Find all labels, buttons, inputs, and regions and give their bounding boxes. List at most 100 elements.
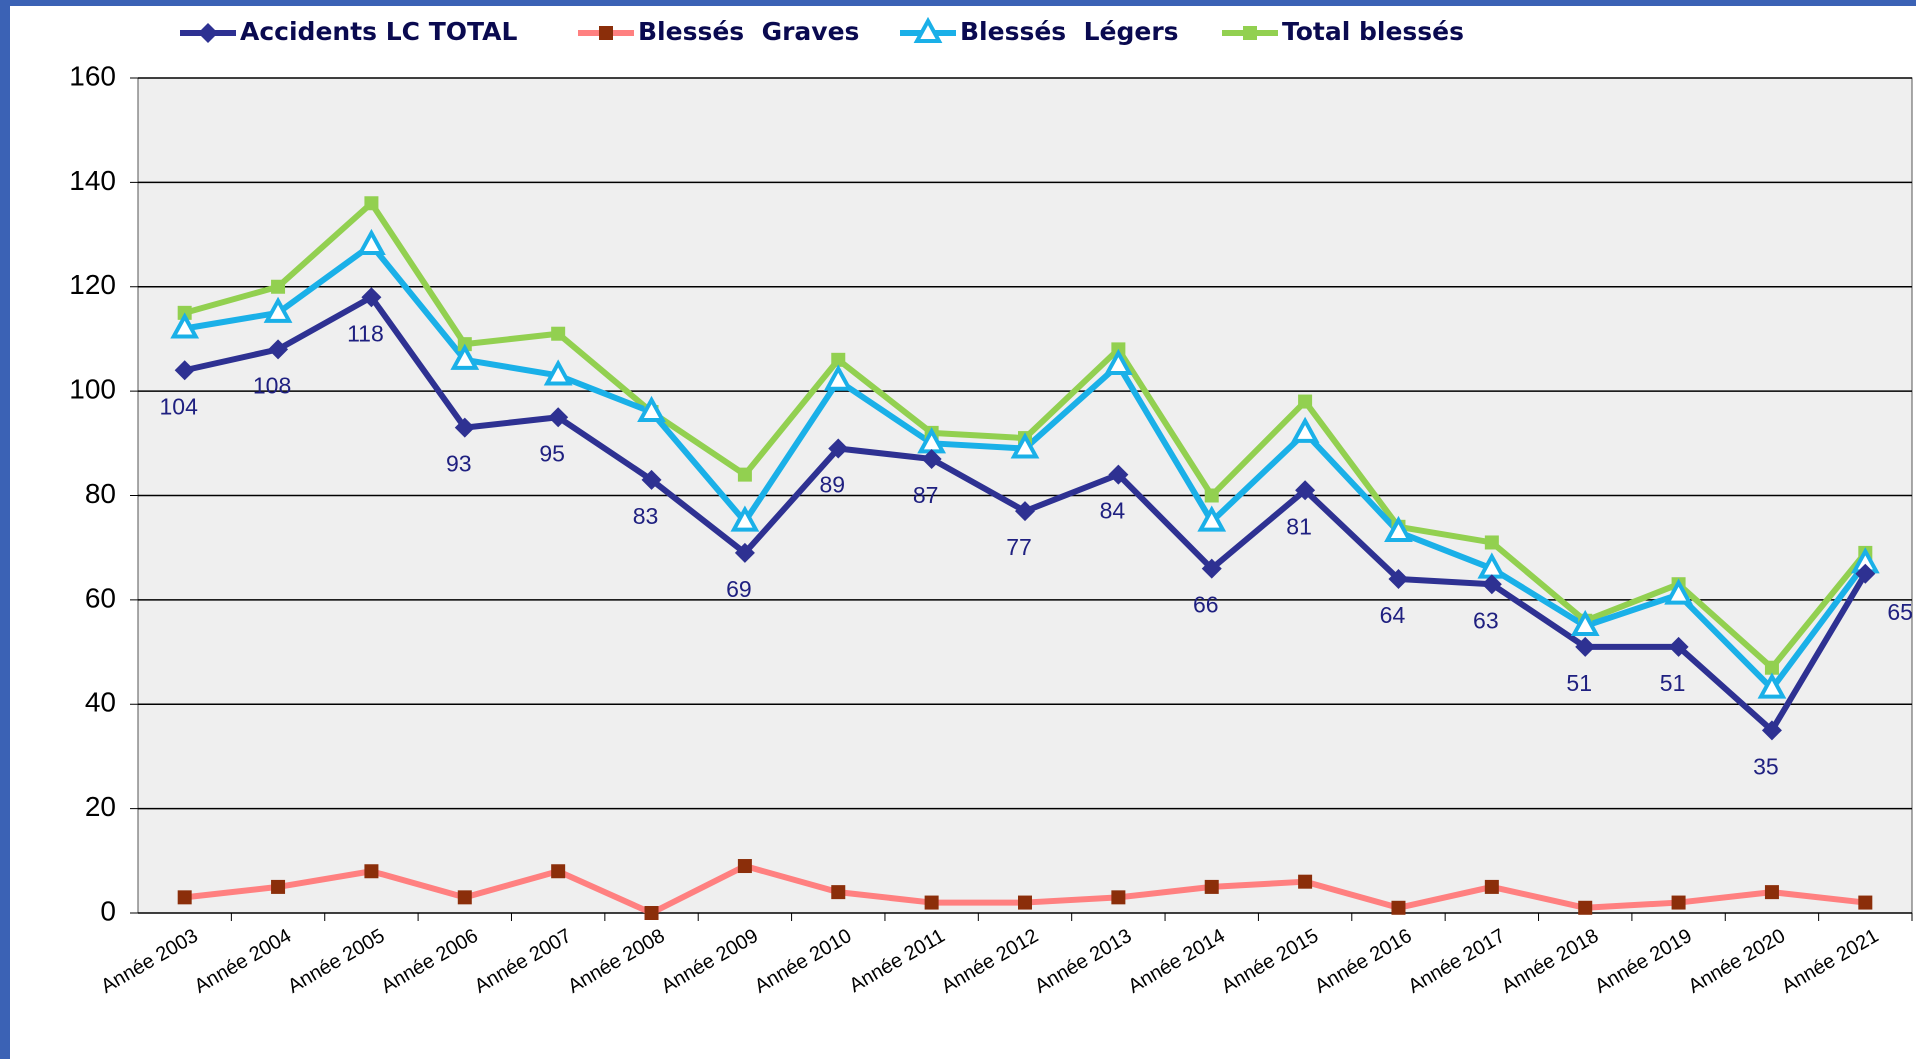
marker bbox=[361, 287, 382, 308]
data-label: 118 bbox=[347, 320, 384, 346]
y-tick-label: 160 bbox=[69, 60, 116, 91]
marker bbox=[1388, 569, 1409, 589]
data-label: 69 bbox=[726, 576, 752, 602]
marker bbox=[644, 906, 659, 920]
y-tick-label: 120 bbox=[69, 269, 116, 300]
x-tick-label: Année 2004 bbox=[191, 925, 295, 998]
marker bbox=[831, 885, 846, 900]
marker bbox=[1103, 348, 1133, 376]
data-label: 83 bbox=[633, 503, 659, 529]
marker bbox=[1761, 720, 1782, 741]
marker bbox=[1570, 609, 1600, 636]
x-tick-label: Année 2015 bbox=[1218, 925, 1322, 998]
data-label: 63 bbox=[1473, 607, 1499, 633]
marker bbox=[1243, 26, 1257, 40]
marker bbox=[1671, 895, 1686, 910]
x-tick-label: Année 2014 bbox=[1124, 925, 1228, 998]
marker bbox=[1018, 895, 1032, 910]
x-tick-label: Année 2009 bbox=[658, 925, 762, 998]
x-tick-label: Année 2005 bbox=[284, 925, 388, 998]
marker bbox=[1197, 505, 1227, 532]
marker bbox=[828, 438, 849, 459]
data-label: 108 bbox=[253, 372, 291, 398]
marker bbox=[921, 448, 942, 469]
data-label: 77 bbox=[1006, 534, 1032, 560]
x-tick-label: Année 2010 bbox=[751, 925, 855, 998]
legend-label: Blessés Légers bbox=[960, 17, 1179, 46]
marker bbox=[364, 196, 379, 211]
x-tick-label: Année 2018 bbox=[1498, 925, 1602, 998]
data-label: 93 bbox=[446, 451, 472, 477]
marker bbox=[1668, 636, 1689, 657]
data-label: 104 bbox=[159, 393, 198, 419]
marker bbox=[641, 469, 662, 490]
data-label: 66 bbox=[1193, 592, 1219, 618]
marker bbox=[1391, 900, 1406, 915]
marker bbox=[271, 279, 286, 294]
marker bbox=[357, 228, 386, 255]
marker bbox=[1855, 563, 1876, 584]
data-label: 35 bbox=[1753, 753, 1779, 779]
marker bbox=[1298, 394, 1313, 409]
marker bbox=[1764, 660, 1779, 675]
marker bbox=[913, 16, 943, 43]
marker bbox=[1578, 900, 1593, 915]
marker bbox=[1295, 480, 1316, 501]
marker bbox=[1204, 879, 1219, 894]
x-tick-label: Année 2012 bbox=[938, 925, 1042, 998]
x-tick-label: Année 2016 bbox=[1311, 925, 1415, 998]
marker bbox=[1111, 890, 1126, 905]
marker bbox=[1481, 574, 1502, 595]
data-label: 81 bbox=[1286, 513, 1312, 539]
data-label: 51 bbox=[1660, 670, 1686, 696]
marker bbox=[364, 864, 379, 879]
x-tick-label: Année 2020 bbox=[1685, 925, 1789, 998]
marker bbox=[170, 312, 200, 339]
marker bbox=[1290, 416, 1320, 443]
marker bbox=[174, 360, 195, 381]
marker bbox=[734, 542, 755, 563]
x-tick-label: Année 2021 bbox=[1778, 925, 1882, 998]
y-tick-label: 60 bbox=[85, 582, 116, 613]
x-tick-label: Année 2007 bbox=[471, 925, 575, 998]
x-tick-label: Année 2013 bbox=[1031, 925, 1135, 998]
x-tick-label: Année 2019 bbox=[1591, 925, 1695, 998]
marker bbox=[737, 467, 752, 482]
marker bbox=[1484, 535, 1499, 550]
marker bbox=[599, 26, 613, 40]
marker bbox=[454, 417, 475, 438]
marker bbox=[268, 339, 289, 360]
marker bbox=[457, 890, 472, 905]
marker bbox=[198, 23, 218, 43]
marker bbox=[1664, 578, 1693, 605]
marker bbox=[730, 505, 760, 532]
marker bbox=[637, 395, 666, 422]
x-tick-label: Année 2008 bbox=[564, 925, 668, 998]
data-label: 84 bbox=[1100, 498, 1126, 524]
legend-label: Blessés Graves bbox=[638, 17, 859, 46]
frame-left bbox=[0, 0, 10, 1059]
marker bbox=[1858, 895, 1873, 910]
marker bbox=[831, 352, 846, 367]
marker bbox=[543, 359, 573, 386]
frame-top bbox=[0, 0, 1916, 6]
marker bbox=[1298, 874, 1313, 889]
y-tick-label: 0 bbox=[100, 895, 116, 926]
legend-label: Accidents LC TOTAL bbox=[240, 17, 517, 46]
y-tick-label: 140 bbox=[69, 165, 116, 196]
marker bbox=[1484, 879, 1499, 894]
y-tick-label: 20 bbox=[85, 791, 116, 822]
x-tick-label: Année 2011 bbox=[846, 925, 949, 997]
data-label: 65 bbox=[1887, 599, 1913, 625]
marker bbox=[1764, 885, 1779, 900]
marker bbox=[271, 879, 286, 894]
marker bbox=[1201, 558, 1222, 579]
marker bbox=[1204, 488, 1219, 503]
x-tick-label: Année 2006 bbox=[377, 925, 481, 998]
data-label: 64 bbox=[1380, 602, 1406, 628]
marker bbox=[1108, 464, 1129, 485]
marker bbox=[263, 296, 293, 323]
marker bbox=[924, 895, 939, 910]
marker bbox=[823, 364, 853, 391]
